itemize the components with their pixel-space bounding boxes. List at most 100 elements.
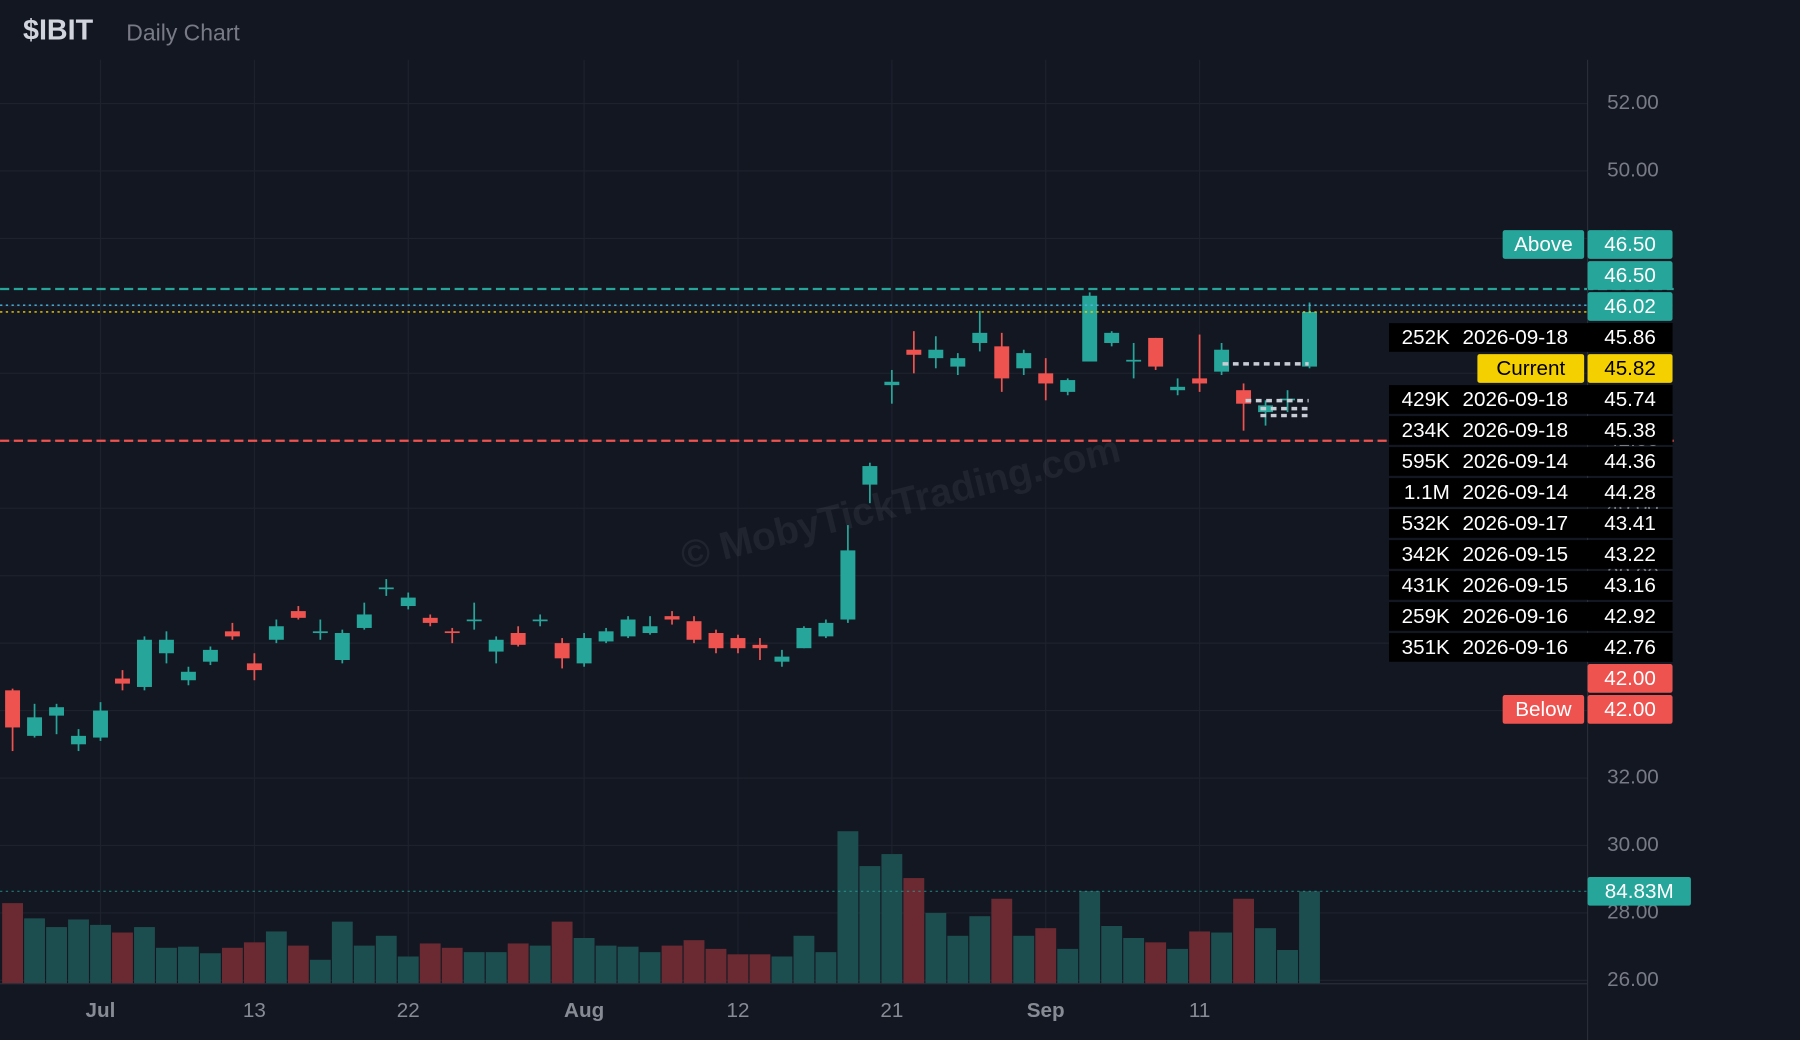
volume-bar bbox=[1189, 931, 1211, 984]
candle-body bbox=[158, 639, 174, 654]
candle-body bbox=[818, 622, 834, 637]
volume-bar bbox=[485, 952, 507, 984]
level-name: Above bbox=[1514, 233, 1573, 256]
candle-body bbox=[994, 346, 1010, 379]
candle-body bbox=[972, 332, 988, 343]
volume-bar bbox=[947, 935, 969, 984]
order-date: 2026-09-18 bbox=[1462, 326, 1568, 349]
y-tick-label: 26.00 bbox=[1607, 968, 1659, 991]
price-label: 43.16 bbox=[1604, 574, 1656, 597]
x-tick-label: 13 bbox=[243, 999, 266, 1022]
level-name: Current bbox=[1496, 357, 1565, 380]
order-date: 2026-09-16 bbox=[1462, 636, 1568, 659]
candle-body bbox=[1060, 380, 1076, 392]
volume-bar bbox=[1035, 928, 1057, 984]
candle-body bbox=[5, 690, 21, 728]
volume-bar bbox=[1145, 942, 1167, 984]
price-label: 45.82 bbox=[1604, 357, 1656, 380]
order-date: 2026-09-14 bbox=[1462, 481, 1568, 504]
chart-subtitle: Daily Chart bbox=[126, 19, 240, 45]
y-tick-label: 32.00 bbox=[1607, 765, 1659, 788]
candle-body bbox=[334, 633, 350, 660]
volume-bar bbox=[1013, 935, 1035, 984]
price-box bbox=[1587, 416, 1673, 445]
order-date: 2026-09-14 bbox=[1462, 450, 1568, 473]
x-tick-label: 21 bbox=[880, 999, 903, 1022]
candle-body bbox=[686, 621, 702, 640]
candle-body bbox=[1148, 337, 1164, 367]
volume-bar bbox=[199, 953, 221, 984]
price-label: 42.00 bbox=[1604, 698, 1656, 721]
order-date: 2026-09-16 bbox=[1462, 605, 1568, 628]
candle-body bbox=[906, 349, 922, 355]
price-box bbox=[1587, 695, 1673, 724]
order-size: 595K bbox=[1402, 450, 1450, 473]
price-label: 44.36 bbox=[1604, 450, 1656, 473]
volume-bar bbox=[573, 937, 595, 984]
side-labels: Above 46.50 46.50 46.02 252K 2026-09-18 45.86 C… bbox=[1389, 230, 1691, 906]
volume-bar bbox=[859, 866, 881, 984]
candle-body bbox=[730, 638, 746, 649]
level-name-box bbox=[1477, 354, 1585, 383]
candle-body bbox=[950, 358, 966, 367]
y-tick-label: 28.00 bbox=[1607, 900, 1659, 923]
candle-body bbox=[49, 707, 64, 716]
price-box bbox=[1587, 540, 1673, 569]
candle-body bbox=[1192, 378, 1208, 384]
candle-body bbox=[202, 649, 218, 662]
volume-bar bbox=[463, 952, 485, 984]
candle-body bbox=[1082, 295, 1098, 362]
price-label: 45.38 bbox=[1604, 419, 1656, 442]
volume-bar bbox=[683, 940, 705, 984]
price-box bbox=[1587, 447, 1673, 476]
price-box bbox=[1587, 323, 1673, 352]
volume-bar bbox=[749, 954, 771, 984]
volume-bar bbox=[661, 945, 683, 984]
order-size: 252K bbox=[1402, 326, 1450, 349]
price-label: 45.74 bbox=[1604, 388, 1656, 411]
volume-bar bbox=[727, 954, 749, 984]
x-tick-label: Aug bbox=[564, 999, 604, 1022]
candle-body bbox=[796, 627, 812, 649]
volume-bar bbox=[903, 878, 925, 984]
candle-body bbox=[840, 550, 856, 620]
volume-bar bbox=[507, 943, 529, 984]
candle-body bbox=[93, 710, 108, 738]
x-tick-label: Jul bbox=[86, 999, 116, 1022]
order-size: 429K bbox=[1402, 388, 1450, 411]
candle-body bbox=[862, 466, 878, 485]
order-size: 431K bbox=[1402, 574, 1450, 597]
volume-bar bbox=[1233, 898, 1254, 984]
price-label: 44.28 bbox=[1604, 481, 1656, 504]
volume-bar bbox=[265, 931, 287, 984]
price-box bbox=[1587, 230, 1673, 259]
candle-body bbox=[576, 638, 592, 664]
volume-bar bbox=[375, 935, 397, 984]
volume-bar bbox=[156, 947, 177, 984]
candle-body bbox=[774, 656, 790, 662]
price-label: 42.00 bbox=[1604, 667, 1656, 690]
volume-bar bbox=[1211, 932, 1233, 984]
price-box bbox=[1587, 571, 1673, 600]
volume-box bbox=[1587, 876, 1691, 906]
volume-bar bbox=[771, 956, 793, 984]
candle-body bbox=[27, 717, 43, 736]
price-label: 45.86 bbox=[1604, 326, 1656, 349]
candle-body bbox=[1302, 311, 1317, 367]
candle-body bbox=[664, 616, 680, 620]
volume-bar bbox=[243, 942, 265, 984]
volume-bar bbox=[178, 946, 199, 984]
volume-bar bbox=[112, 932, 133, 984]
candle-body bbox=[620, 619, 636, 637]
volume-bar bbox=[90, 924, 111, 984]
volume-bar bbox=[815, 952, 837, 984]
volume-bar bbox=[1057, 948, 1079, 984]
x-tick-label: Sep bbox=[1027, 999, 1065, 1022]
order-size: 1.1M bbox=[1404, 481, 1450, 504]
order-date: 2026-09-17 bbox=[1462, 512, 1568, 535]
candle-body bbox=[752, 644, 768, 649]
candle-body bbox=[180, 671, 196, 681]
volume-bar bbox=[1101, 925, 1123, 984]
